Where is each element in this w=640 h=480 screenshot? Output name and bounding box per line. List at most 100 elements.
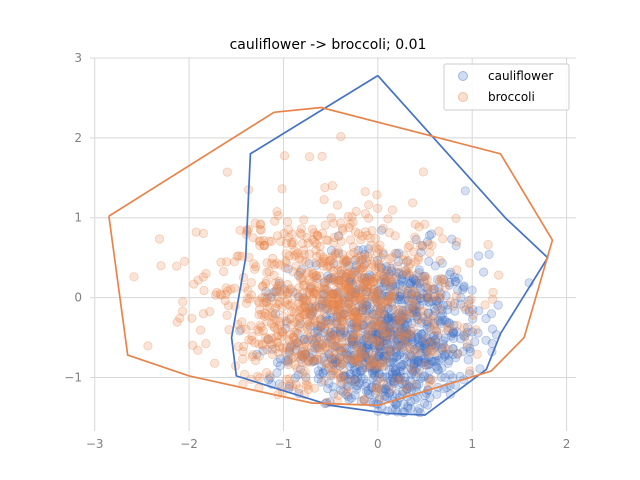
broccoli-point (246, 290, 256, 300)
broccoli-point (280, 297, 290, 307)
cauliflower-point (372, 297, 382, 307)
broccoli-point (339, 283, 350, 294)
cauliflower-point (422, 319, 432, 330)
broccoli-point (346, 307, 357, 317)
broccoli-point (405, 240, 415, 251)
broccoli-point (356, 344, 366, 354)
broccoli-point (403, 242, 413, 253)
cauliflower-point (344, 374, 354, 384)
cauliflower-point (321, 338, 332, 348)
broccoli-point (327, 289, 338, 299)
broccoli-point (391, 375, 401, 385)
cauliflower-point (336, 329, 346, 339)
broccoli-point (355, 292, 365, 302)
broccoli-point (374, 312, 384, 322)
broccoli-point (390, 248, 400, 258)
broccoli-point (334, 231, 344, 241)
cauliflower-point (422, 293, 433, 303)
broccoli-point (459, 302, 469, 312)
cauliflower-point (411, 355, 421, 365)
broccoli-point (337, 316, 347, 327)
cauliflower-point (293, 270, 303, 280)
cauliflower-point (281, 355, 291, 366)
broccoli-point (266, 258, 277, 268)
cauliflower-point (305, 321, 315, 331)
broccoli-point (298, 294, 308, 304)
broccoli-point (440, 282, 450, 292)
cauliflower-point (417, 329, 427, 340)
cauliflower-point (399, 353, 410, 363)
broccoli-point (401, 311, 411, 321)
broccoli-point (372, 190, 382, 200)
x-tick-label: 1 (468, 437, 476, 451)
cauliflower-point (401, 384, 412, 394)
cauliflower-point (375, 335, 385, 346)
broccoli-point (430, 320, 440, 330)
legend-marker-cauliflower (458, 71, 468, 81)
cauliflower-point (422, 400, 433, 410)
cauliflower-point (319, 352, 329, 362)
broccoli-point (154, 234, 165, 244)
broccoli-point (406, 329, 416, 339)
broccoli-point (412, 313, 423, 324)
broccoli-point (328, 289, 338, 299)
cauliflower-point (345, 330, 355, 340)
cauliflower-point (300, 334, 310, 344)
broccoli-point (292, 363, 302, 373)
cauliflower-point (452, 349, 462, 359)
broccoli-point (480, 300, 490, 310)
broccoli-point (263, 311, 273, 321)
cauliflower-point (339, 293, 350, 303)
broccoli-point (288, 352, 299, 362)
cauliflower-point (424, 366, 435, 376)
cauliflower-point (407, 318, 417, 328)
broccoli-point (385, 345, 396, 355)
broccoli-point (327, 251, 337, 261)
cauliflower-point (261, 286, 271, 297)
broccoli-point (341, 281, 351, 291)
cauliflower-point (382, 392, 392, 402)
cauliflower-point (350, 390, 360, 400)
cauliflower-point (399, 399, 409, 409)
broccoli-point (332, 319, 342, 329)
broccoli-point (326, 213, 336, 223)
cauliflower-point (367, 355, 378, 365)
broccoli-point (334, 298, 344, 308)
broccoli-point (325, 300, 336, 310)
cauliflower-point (328, 312, 338, 322)
broccoli-point (258, 281, 268, 291)
cauliflower-point (400, 327, 410, 337)
cauliflower-point (459, 282, 469, 292)
broccoli-point (306, 281, 316, 291)
cauliflower-point (410, 305, 420, 315)
broccoli-point (427, 375, 437, 385)
broccoli-point (311, 286, 321, 296)
cauliflower-point (372, 335, 382, 345)
broccoli-point (267, 333, 277, 343)
cauliflower-point (423, 293, 433, 303)
broccoli-point (351, 270, 361, 280)
broccoli-point (341, 283, 351, 293)
broccoli-point (255, 220, 265, 230)
cauliflower-point (328, 382, 338, 392)
broccoli-point (351, 345, 361, 356)
cauliflower-point (383, 328, 393, 338)
broccoli-point (301, 358, 311, 368)
broccoli-point (341, 304, 351, 315)
broccoli-point (329, 351, 339, 361)
broccoli-point (287, 353, 297, 364)
cauliflower-point (306, 284, 316, 294)
cauliflower-point (384, 269, 394, 279)
cauliflower-point (329, 259, 339, 269)
cauliflower-point (486, 309, 497, 319)
broccoli-point (321, 343, 331, 353)
broccoli-point (380, 331, 390, 341)
cauliflower-point (319, 328, 329, 338)
broccoli-point (399, 333, 409, 343)
cauliflower-point (381, 330, 391, 341)
broccoli-point (322, 358, 332, 368)
broccoli-point (253, 325, 263, 335)
broccoli-point (309, 318, 319, 328)
broccoli-point (294, 320, 304, 331)
broccoli-point (493, 270, 504, 280)
